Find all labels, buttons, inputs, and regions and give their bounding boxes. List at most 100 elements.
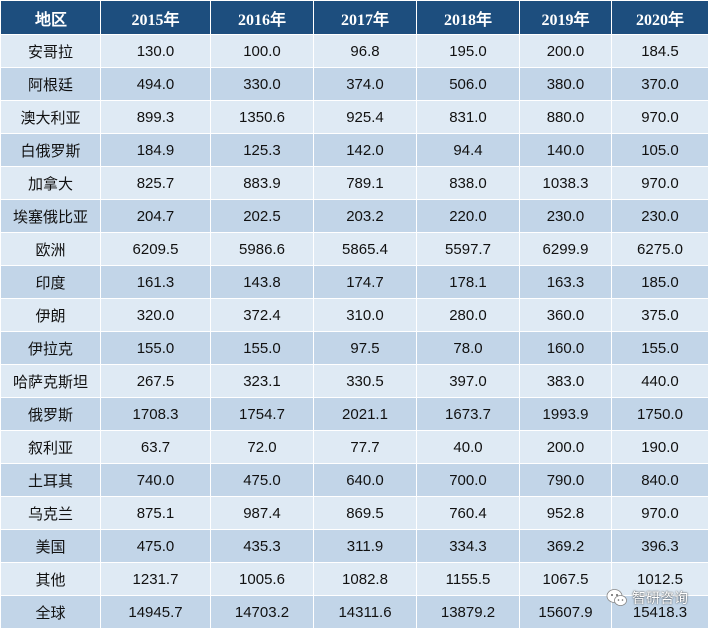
value-cell: 869.5: [314, 497, 417, 530]
value-cell: 5986.6: [211, 233, 314, 266]
region-cell: 全球: [1, 596, 101, 629]
value-cell: 6299.9: [520, 233, 612, 266]
value-cell: 880.0: [520, 101, 612, 134]
value-cell: 100.0: [211, 35, 314, 68]
value-cell: 380.0: [520, 68, 612, 101]
value-cell: 383.0: [520, 365, 612, 398]
value-cell: 640.0: [314, 464, 417, 497]
value-cell: 475.0: [101, 530, 211, 563]
region-cell: 欧洲: [1, 233, 101, 266]
header-cell-2017: 2017年: [314, 1, 417, 35]
value-cell: 2021.1: [314, 398, 417, 431]
value-cell: 77.7: [314, 431, 417, 464]
header-cell-2019: 2019年: [520, 1, 612, 35]
value-cell: 334.3: [417, 530, 520, 563]
value-cell: 1231.7: [101, 563, 211, 596]
region-cell: 伊朗: [1, 299, 101, 332]
region-cell: 美国: [1, 530, 101, 563]
value-cell: 1067.5: [520, 563, 612, 596]
value-cell: 875.1: [101, 497, 211, 530]
value-cell: 185.0: [612, 266, 708, 299]
value-cell: 372.4: [211, 299, 314, 332]
value-cell: 1012.5: [612, 563, 708, 596]
value-cell: 230.0: [612, 200, 708, 233]
value-cell: 506.0: [417, 68, 520, 101]
value-cell: 13879.2: [417, 596, 520, 629]
value-cell: 155.0: [211, 332, 314, 365]
value-cell: 267.5: [101, 365, 211, 398]
header-cell-region: 地区: [1, 1, 101, 35]
value-cell: 1750.0: [612, 398, 708, 431]
value-cell: 14945.7: [101, 596, 211, 629]
region-cell: 土耳其: [1, 464, 101, 497]
value-cell: 925.4: [314, 101, 417, 134]
value-cell: 320.0: [101, 299, 211, 332]
region-cell: 加拿大: [1, 167, 101, 200]
value-cell: 952.8: [520, 497, 612, 530]
value-cell: 190.0: [612, 431, 708, 464]
value-cell: 831.0: [417, 101, 520, 134]
region-cell: 其他: [1, 563, 101, 596]
value-cell: 475.0: [211, 464, 314, 497]
value-cell: 14703.2: [211, 596, 314, 629]
value-cell: 375.0: [612, 299, 708, 332]
value-cell: 360.0: [520, 299, 612, 332]
value-cell: 220.0: [417, 200, 520, 233]
value-cell: 78.0: [417, 332, 520, 365]
region-cell: 阿根廷: [1, 68, 101, 101]
value-cell: 6209.5: [101, 233, 211, 266]
value-cell: 740.0: [101, 464, 211, 497]
region-cell: 澳大利亚: [1, 101, 101, 134]
value-cell: 440.0: [612, 365, 708, 398]
header-row: 地区 2015年 2016年 2017年 2018年 2019年 2020年: [1, 1, 708, 35]
value-cell: 184.9: [101, 134, 211, 167]
value-cell: 1754.7: [211, 398, 314, 431]
table-header: 地区 2015年 2016年 2017年 2018年 2019年 2020年: [1, 1, 708, 35]
value-cell: 63.7: [101, 431, 211, 464]
value-cell: 1708.3: [101, 398, 211, 431]
value-cell: 970.0: [612, 167, 708, 200]
value-cell: 311.9: [314, 530, 417, 563]
value-cell: 72.0: [211, 431, 314, 464]
value-cell: 970.0: [612, 101, 708, 134]
value-cell: 160.0: [520, 332, 612, 365]
region-cell: 伊拉克: [1, 332, 101, 365]
value-cell: 94.4: [417, 134, 520, 167]
header-cell-2018: 2018年: [417, 1, 520, 35]
value-cell: 494.0: [101, 68, 211, 101]
value-cell: 200.0: [520, 35, 612, 68]
value-cell: 825.7: [101, 167, 211, 200]
value-cell: 5865.4: [314, 233, 417, 266]
region-cell: 俄罗斯: [1, 398, 101, 431]
value-cell: 142.0: [314, 134, 417, 167]
value-cell: 1038.3: [520, 167, 612, 200]
value-cell: 184.5: [612, 35, 708, 68]
value-cell: 1673.7: [417, 398, 520, 431]
value-cell: 203.2: [314, 200, 417, 233]
value-cell: 280.0: [417, 299, 520, 332]
value-cell: 105.0: [612, 134, 708, 167]
value-cell: 838.0: [417, 167, 520, 200]
value-cell: 230.0: [520, 200, 612, 233]
value-cell: 143.8: [211, 266, 314, 299]
value-cell: 40.0: [417, 431, 520, 464]
value-cell: 161.3: [101, 266, 211, 299]
region-cell: 白俄罗斯: [1, 134, 101, 167]
region-cell: 印度: [1, 266, 101, 299]
value-cell: 6275.0: [612, 233, 708, 266]
